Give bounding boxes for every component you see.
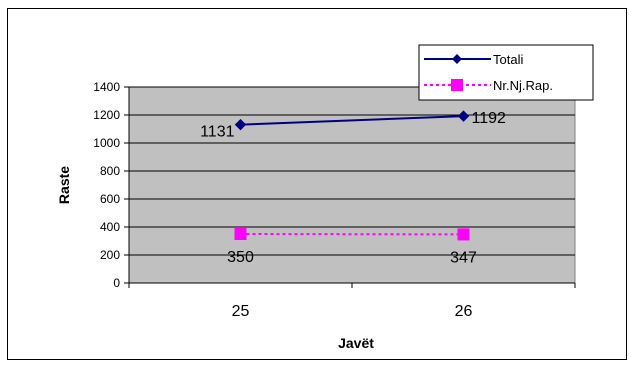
y-axis: 0 200 400 600 800 1000 1200 1400 bbox=[93, 80, 130, 290]
legend-label: Totali bbox=[493, 52, 523, 67]
data-label: 347 bbox=[450, 249, 477, 266]
y-axis-title: Raste bbox=[56, 166, 72, 204]
x-axis: 25 26 bbox=[128, 282, 576, 320]
data-point-diamond bbox=[234, 118, 247, 131]
series-line-0 bbox=[240, 115, 464, 126]
series-layer bbox=[234, 110, 470, 241]
x-tick-label: 25 bbox=[232, 303, 250, 320]
data-point-diamond bbox=[457, 110, 470, 122]
data-label: 1192 bbox=[472, 110, 507, 127]
y-tick-label: 800 bbox=[100, 164, 120, 178]
data-label: 350 bbox=[227, 249, 254, 266]
x-tick-label: 26 bbox=[455, 303, 473, 320]
data-point-square bbox=[234, 228, 247, 240]
y-tick-label: 1000 bbox=[93, 136, 120, 150]
y-tick-label: 1400 bbox=[93, 80, 120, 94]
data-point-square bbox=[457, 228, 470, 241]
x-axis-title: Javët bbox=[338, 335, 374, 351]
data-labels: 1131 1192 350 347 bbox=[200, 110, 506, 266]
legend: Totali Nr.Nj.Rap. bbox=[418, 44, 594, 101]
data-label: 1131 bbox=[200, 124, 235, 141]
y-tick-label: 1200 bbox=[93, 108, 120, 122]
y-tick-label: 400 bbox=[100, 220, 120, 234]
legend-marker bbox=[451, 79, 463, 91]
y-tick-label: 200 bbox=[100, 248, 120, 262]
legend-label: Nr.Nj.Rap. bbox=[493, 78, 553, 93]
legend-box bbox=[418, 44, 594, 101]
y-tick-label: 600 bbox=[100, 192, 120, 206]
legend-marker bbox=[452, 54, 462, 64]
y-tick-label: 0 bbox=[113, 276, 120, 290]
plot-area bbox=[128, 86, 576, 284]
